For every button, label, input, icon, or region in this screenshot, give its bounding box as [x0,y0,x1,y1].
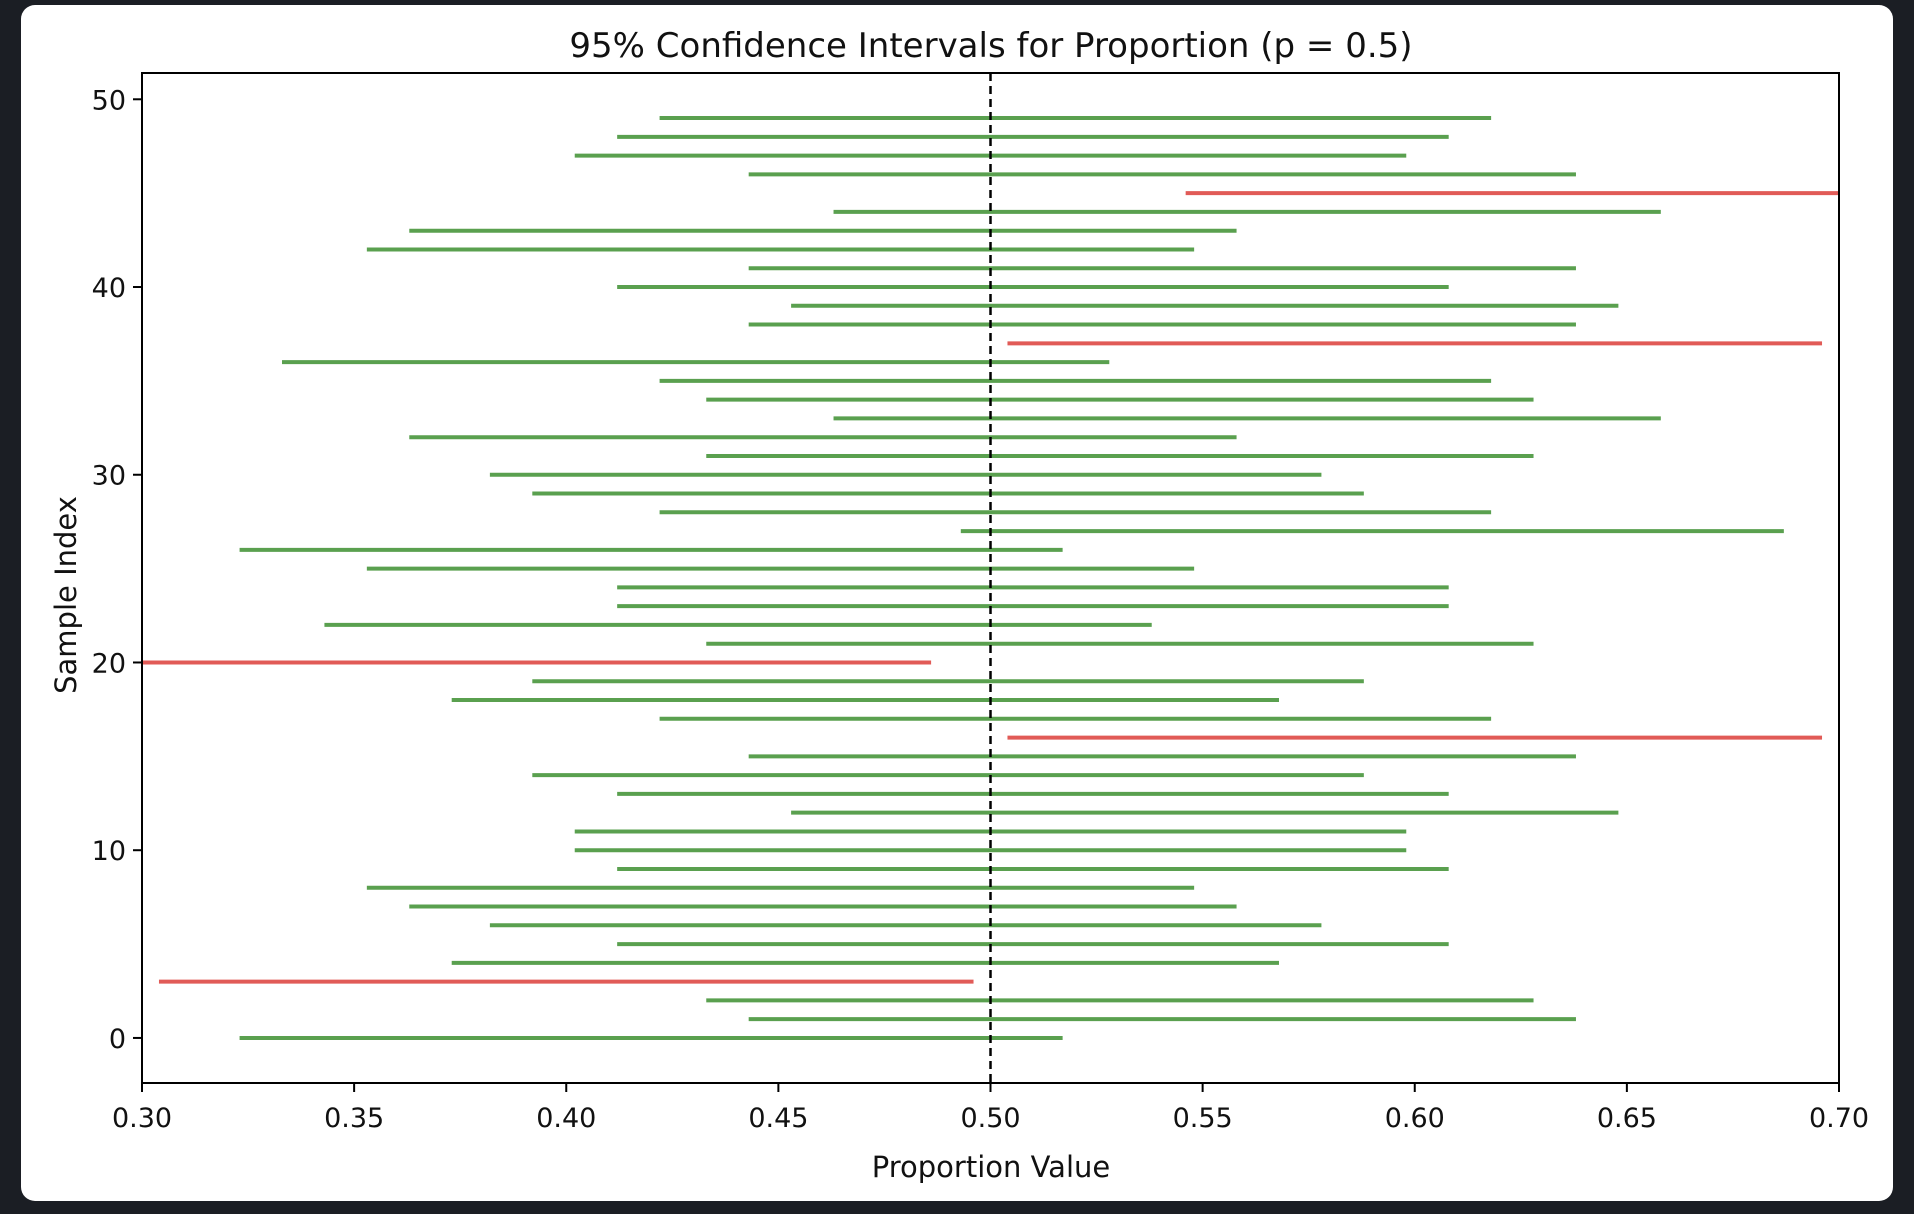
y-tick-label: 0 [109,1024,126,1055]
y-axis-ticks: 0 10 20 30 40 50 [92,85,142,1055]
y-tick-label: 50 [92,85,126,116]
chart-title: 95% Confidence Intervals for Proportion … [569,26,1412,66]
y-tick-label: 40 [92,273,126,304]
y-axis-label: Sample Index [49,496,83,694]
x-tick-label: 0.50 [960,1103,1020,1134]
y-tick-label: 10 [92,836,126,867]
x-tick-label: 0.65 [1597,1103,1657,1134]
x-tick-label: 0.45 [748,1103,808,1134]
x-tick-label: 0.55 [1173,1103,1233,1134]
y-tick-label: 20 [92,648,126,679]
x-axis-label: Proportion Value [872,1150,1111,1184]
x-tick-label: 0.70 [1809,1103,1869,1134]
x-axis-ticks: 0.30 0.35 0.40 0.45 0.50 0.55 0.60 0.65 0.70 [112,1083,1869,1134]
x-tick-label: 0.60 [1385,1103,1445,1134]
figure-card: 95% Confidence Intervals for Proportion … [21,5,1893,1201]
x-tick-label: 0.30 [112,1103,172,1134]
confidence-interval-chart: 95% Confidence Intervals for Proportion … [49,26,1869,1184]
intervals-layer [142,116,1839,1040]
x-tick-label: 0.40 [536,1103,596,1134]
y-tick-label: 30 [92,461,126,492]
x-tick-label: 0.35 [324,1103,384,1134]
